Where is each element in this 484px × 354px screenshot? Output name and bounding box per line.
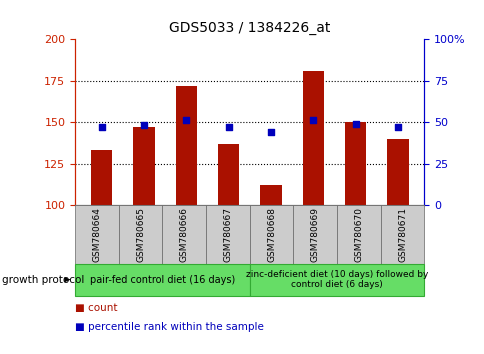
Point (267, 129, 274, 135)
Bar (302, 70, 323, 205)
Text: zinc-deficient diet (10 days) followed by
control diet (6 days): zinc-deficient diet (10 days) followed b… (245, 270, 427, 289)
Point (140, 122, 148, 128)
Point (98, 124, 106, 130)
Bar (218, 144, 239, 205)
Text: GSM780669: GSM780669 (310, 207, 319, 262)
Bar (133, 127, 154, 205)
Point (351, 121, 359, 127)
Text: growth protocol: growth protocol (2, 275, 85, 285)
Point (182, 118, 190, 123)
Text: ■ count: ■ count (75, 303, 118, 313)
Text: GSM780667: GSM780667 (223, 207, 232, 262)
Text: GSM780671: GSM780671 (397, 207, 406, 262)
Text: GSM780668: GSM780668 (267, 207, 275, 262)
Bar (175, 86, 197, 205)
Text: GSM780666: GSM780666 (180, 207, 188, 262)
Title: GDS5033 / 1384226_at: GDS5033 / 1384226_at (169, 21, 330, 35)
Bar (91, 150, 112, 205)
Point (224, 124, 232, 130)
Text: GSM780664: GSM780664 (92, 207, 101, 262)
Bar (387, 139, 408, 205)
Text: GSM780670: GSM780670 (354, 207, 363, 262)
Point (309, 118, 317, 123)
Point (393, 124, 401, 130)
Bar (260, 185, 281, 205)
Bar (344, 122, 365, 205)
Text: ■ percentile rank within the sample: ■ percentile rank within the sample (75, 322, 263, 332)
Text: GSM780665: GSM780665 (136, 207, 145, 262)
Text: pair-fed control diet (16 days): pair-fed control diet (16 days) (90, 275, 235, 285)
